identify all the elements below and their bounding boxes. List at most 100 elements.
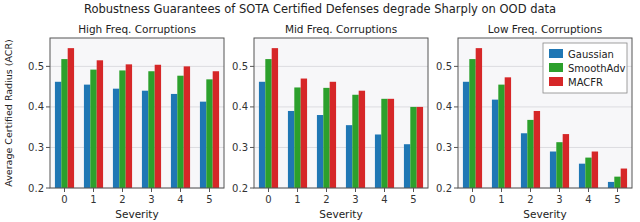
x-tick [180, 188, 181, 192]
plot-frame [50, 38, 224, 188]
x-tick-label: 0 [265, 194, 271, 205]
subplot: 0.20.30.40.5012345High Freq. Corruptions… [3, 23, 224, 222]
bar [463, 82, 469, 188]
y-tick [454, 106, 458, 107]
grid-line [50, 147, 224, 148]
bar [492, 100, 498, 188]
y-tick-label: 0.3 [28, 142, 44, 153]
legend-label: SmoothAdv [568, 63, 626, 74]
bar [177, 76, 183, 188]
x-tick-label: 2 [119, 194, 125, 205]
bar [498, 85, 504, 188]
x-axis-label: Severity [523, 208, 566, 220]
plot-area [254, 38, 428, 188]
subplot: 0.20.30.40.5012345Mid Freq. CorruptionsS… [232, 23, 428, 222]
bar [550, 152, 556, 188]
x-tick-label: 2 [323, 194, 329, 205]
grid-line [458, 147, 632, 148]
bar [563, 134, 569, 188]
bar [585, 158, 591, 188]
bar [84, 85, 90, 188]
subplot-title: High Freq. Corruptions [78, 23, 196, 35]
bar [375, 134, 381, 188]
x-tick [93, 188, 94, 192]
x-axis-label: Severity [319, 208, 362, 220]
y-axis-label: Average Certified Radius (ACR) [3, 39, 14, 187]
bar [352, 95, 358, 188]
x-tick [559, 188, 560, 192]
bar [171, 94, 177, 188]
bar [126, 64, 132, 188]
bar [521, 133, 527, 188]
grid-line [254, 147, 428, 148]
bar [505, 77, 511, 188]
y-tick-label: 0.4 [232, 101, 248, 112]
x-tick [297, 188, 298, 192]
x-tick-label: 4 [585, 194, 591, 205]
y-tick-label: 0.3 [232, 142, 248, 153]
y-tick-label: 0.5 [28, 61, 44, 72]
bar [579, 164, 585, 188]
x-tick-label: 4 [381, 194, 387, 205]
bar [410, 107, 416, 188]
x-tick [326, 188, 327, 192]
grid-line [254, 106, 428, 107]
y-tick [454, 188, 458, 189]
y-tick [454, 66, 458, 67]
bar [404, 144, 410, 188]
y-tick [454, 147, 458, 148]
y-tick [46, 188, 50, 189]
x-tick [355, 188, 356, 192]
y-tick-label: 0.5 [232, 61, 248, 72]
x-tick-label: 0 [61, 194, 67, 205]
y-tick [46, 147, 50, 148]
bar [213, 71, 219, 188]
bar [294, 87, 300, 188]
bar [259, 82, 265, 188]
bar [97, 60, 103, 188]
bar [346, 125, 352, 188]
bar [621, 169, 627, 188]
bar [476, 48, 482, 188]
y-tick [250, 106, 254, 107]
bar [184, 66, 190, 188]
bar [288, 111, 294, 188]
x-tick [530, 188, 531, 192]
plot-area [50, 38, 224, 188]
x-tick-label: 3 [352, 194, 358, 205]
bar [608, 182, 614, 188]
y-tick-label: 0.2 [28, 183, 44, 194]
x-tick [588, 188, 589, 192]
x-tick-label: 1 [498, 194, 504, 205]
bar [469, 59, 475, 188]
bar [330, 82, 336, 188]
grid-line [50, 66, 224, 67]
plot-frame [458, 38, 632, 188]
bar [142, 91, 148, 188]
bar [55, 82, 61, 188]
x-tick [122, 188, 123, 192]
bar [272, 48, 278, 188]
legend-swatch [549, 63, 563, 72]
x-axis-label: Severity [115, 208, 158, 220]
bar [317, 115, 323, 188]
bar [556, 142, 562, 188]
x-tick-label: 4 [177, 194, 183, 205]
x-tick-label: 3 [556, 194, 562, 205]
x-tick-label: 0 [469, 194, 475, 205]
bar [119, 70, 125, 188]
grid-line [254, 66, 428, 67]
bar [206, 79, 212, 188]
x-tick [151, 188, 152, 192]
bar [388, 99, 394, 188]
bar [614, 177, 620, 188]
bar [155, 65, 161, 188]
x-tick-label: 1 [294, 194, 300, 205]
subplot-title: Low Freq. Corruptions [488, 23, 602, 35]
plot-frame [254, 38, 428, 188]
x-tick-label: 5 [410, 194, 416, 205]
x-tick-label: 5 [614, 194, 620, 205]
bar [68, 48, 74, 188]
y-tick [250, 66, 254, 67]
y-tick [250, 188, 254, 189]
